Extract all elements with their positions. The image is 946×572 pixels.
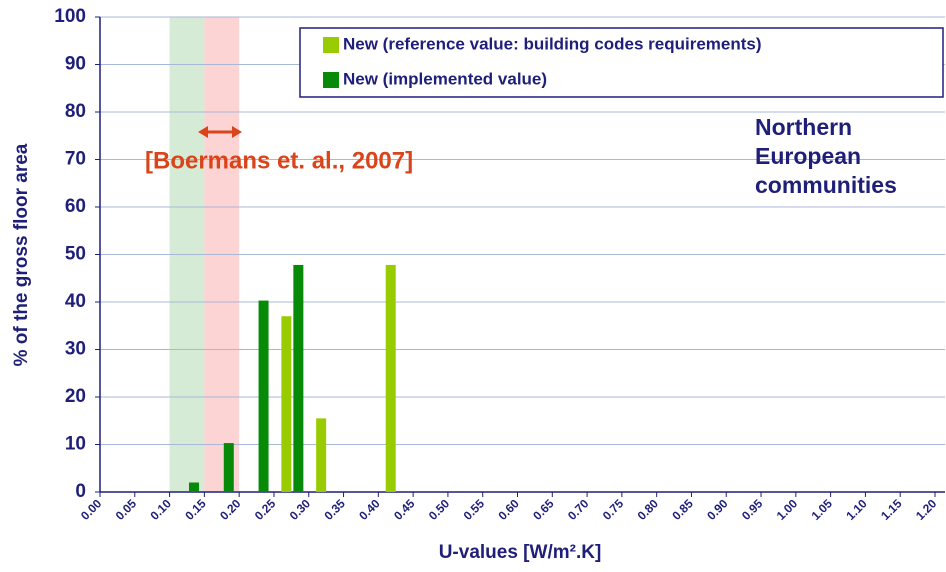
bar bbox=[223, 443, 234, 492]
y-tick-label: 70 bbox=[65, 149, 86, 170]
x-tick-label: 1.05 bbox=[809, 496, 836, 523]
y-tick-label: 20 bbox=[65, 386, 86, 407]
x-tick-label: 0.25 bbox=[252, 496, 279, 523]
y-tick-label: 50 bbox=[65, 244, 86, 265]
bar bbox=[258, 300, 269, 492]
legend-box bbox=[299, 27, 944, 98]
x-tick-label: 0.85 bbox=[669, 496, 696, 523]
y-tick-label: 100 bbox=[54, 6, 86, 27]
arrow-head bbox=[198, 126, 242, 138]
x-tick-label: 1.15 bbox=[878, 496, 905, 523]
annotation: European bbox=[755, 143, 861, 169]
legend-label: New (reference value: building codes req… bbox=[343, 34, 762, 53]
y-tick-label: 0 bbox=[75, 481, 86, 502]
x-tick-label: 0.80 bbox=[635, 496, 662, 523]
y-tick-label: 90 bbox=[65, 54, 86, 75]
x-tick-label: 0.20 bbox=[217, 496, 244, 523]
bar bbox=[188, 482, 199, 492]
x-tick-label: 0.90 bbox=[704, 496, 731, 523]
x-tick-label: 0.55 bbox=[461, 496, 488, 523]
legend-swatch bbox=[323, 37, 339, 53]
legend-swatch bbox=[323, 72, 339, 88]
x-tick-label: 0.05 bbox=[113, 496, 140, 523]
y-axis-label: % of the gross floor area bbox=[11, 143, 32, 366]
x-tick-label: 0.65 bbox=[530, 496, 557, 523]
bar bbox=[316, 418, 327, 492]
bar bbox=[385, 264, 396, 492]
x-tick-label: 1.00 bbox=[774, 496, 801, 523]
y-tick-label: 80 bbox=[65, 101, 86, 122]
x-tick-label: 0.45 bbox=[391, 496, 418, 523]
bar bbox=[293, 264, 304, 492]
y-tick-label: 40 bbox=[65, 291, 86, 312]
annotation: Northern bbox=[755, 114, 852, 140]
annotation: communities bbox=[755, 172, 897, 198]
legend-label: New (implemented value) bbox=[343, 69, 547, 88]
bar bbox=[281, 316, 292, 492]
x-tick-label: 0.10 bbox=[148, 496, 175, 523]
y-tick-label: 60 bbox=[65, 196, 86, 217]
x-tick-label: 0.50 bbox=[426, 496, 453, 523]
x-tick-label: 0.40 bbox=[356, 496, 383, 523]
x-tick-label: 0.95 bbox=[739, 496, 766, 523]
x-axis-label: U-values [W/m².K] bbox=[439, 542, 602, 563]
x-tick-label: 0.75 bbox=[600, 496, 627, 523]
x-tick-label: 0.60 bbox=[495, 496, 522, 523]
x-tick-label: 0.30 bbox=[287, 496, 314, 523]
x-tick-label: 0.15 bbox=[182, 496, 209, 523]
y-tick-label: 10 bbox=[65, 434, 86, 455]
x-tick-label: 1.20 bbox=[913, 496, 940, 523]
x-tick-label: 1.10 bbox=[843, 496, 870, 523]
annotation: [Boermans et. al., 2007] bbox=[145, 147, 413, 174]
x-tick-label: 0.35 bbox=[321, 496, 348, 523]
x-tick-label: 0.70 bbox=[565, 496, 592, 523]
y-tick-label: 30 bbox=[65, 339, 86, 360]
